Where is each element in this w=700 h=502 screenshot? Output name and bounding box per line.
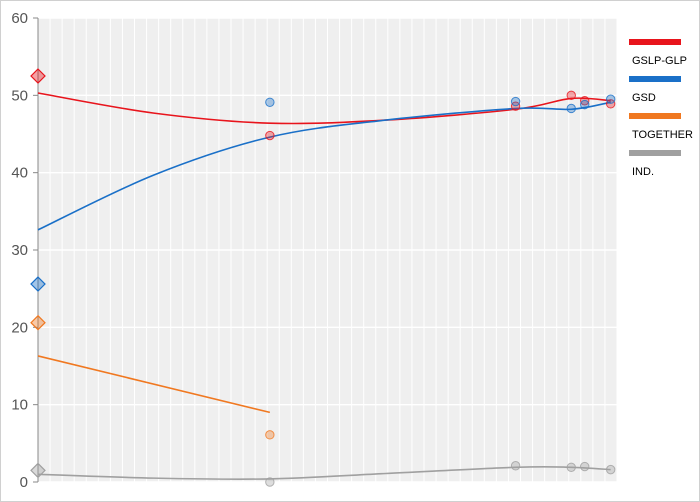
poll-point-gsd (265, 97, 275, 107)
poll-point-gslp-glp (265, 130, 275, 141)
y-tick-label: 30 (11, 242, 28, 259)
trend-line-gslp-glp (37, 92, 611, 125)
y-tick-label: 0 (20, 474, 28, 491)
legend-label-gslp-glp: GSLP-GLP (632, 55, 687, 67)
axes: 0 10 20 30 40 50 60 (11, 10, 39, 491)
legend-label-together: TOGETHER (632, 129, 693, 141)
y-tick-label: 10 (11, 397, 28, 414)
result-marker-together (30, 314, 46, 331)
poll-point-ind- (580, 461, 590, 472)
poll-point-ind- (510, 461, 521, 471)
poll-point-gsd (580, 99, 590, 110)
poll-point-ind- (605, 464, 616, 475)
y-tick-label: 50 (11, 87, 28, 104)
trend-lines (37, 92, 611, 481)
poll-point-ind- (265, 477, 275, 487)
result-marker-gsd (30, 276, 46, 292)
poll-point-together (265, 430, 275, 440)
data-points (30, 68, 616, 487)
poll-point-gsd (605, 94, 616, 104)
trend-line-gsd (37, 101, 611, 231)
legend-swatch-gsd (629, 76, 681, 82)
legend-swatch-gslp-glp (629, 39, 681, 45)
trend-line-together (37, 355, 271, 414)
y-tick-label: 20 (11, 319, 28, 336)
legend: GSLP-GLP GSD TOGETHER IND. (629, 39, 693, 178)
grid (37, 17, 618, 483)
y-tick-label: 40 (11, 165, 28, 182)
poll-point-ind- (566, 462, 576, 473)
poll-point-gslp-glp (566, 90, 576, 101)
poll-point-gsd (510, 96, 521, 107)
result-marker-gslp-glp (30, 68, 46, 84)
legend-label-gsd: GSD (632, 92, 656, 104)
legend-swatch-ind- (629, 150, 681, 156)
trend-line-ind- (37, 465, 611, 481)
result-marker-ind- (30, 462, 46, 479)
y-tick-label: 60 (11, 10, 28, 27)
legend-label-ind-: IND. (632, 166, 654, 178)
poll-point-gsd (566, 103, 576, 114)
legend-swatch-together (629, 113, 681, 119)
